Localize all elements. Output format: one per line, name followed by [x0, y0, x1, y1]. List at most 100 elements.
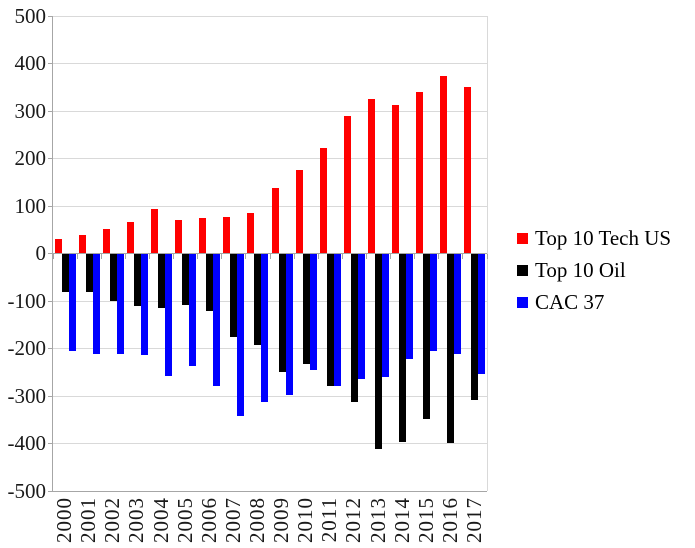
x-tick-label: 2004	[148, 497, 173, 543]
y-tick	[48, 253, 53, 254]
y-tick	[48, 348, 53, 349]
x-tick-label: 2001	[76, 497, 101, 543]
bar-top-10-oil-2008	[254, 253, 262, 345]
category-tick	[221, 253, 223, 259]
legend-swatch-cac-37	[517, 297, 528, 308]
bar-top-10-tech-us-2002	[102, 228, 110, 254]
x-tick-label: 2002	[100, 497, 125, 543]
bar-cac-37-2004	[165, 253, 172, 377]
category-tick	[124, 253, 126, 259]
y-tick	[48, 205, 53, 207]
category-tick	[269, 253, 271, 259]
y-tick-label: 0	[35, 241, 47, 265]
bar-cac-37-2008	[261, 253, 269, 402]
bar-top-10-oil-2013	[375, 253, 382, 450]
gridline	[53, 300, 487, 302]
category-tick	[245, 253, 247, 259]
legend-swatch-top-10-oil	[517, 265, 528, 276]
category-tick	[293, 253, 295, 259]
x-tick-label: 2014	[389, 497, 414, 543]
bar-top-10-tech-us-2014	[392, 105, 400, 254]
x-tick-label: 2006	[196, 497, 221, 543]
bar-cac-37-2005	[189, 253, 197, 367]
bar-top-10-oil-2003	[133, 253, 141, 307]
y-tick	[48, 443, 53, 444]
legend-label: Top 10 Oil	[535, 258, 626, 282]
x-tick-label: 2008	[244, 497, 269, 543]
category-tick	[414, 253, 416, 259]
legend-label: CAC 37	[535, 290, 605, 314]
legend-item-top-10-oil: Top 10 Oil	[517, 260, 671, 281]
gridline	[53, 110, 487, 112]
x-tick-label: 2011	[317, 497, 342, 543]
bar-cac-37-2011	[333, 253, 341, 386]
x-axis-bottom-line	[53, 490, 487, 492]
category-tick	[341, 253, 343, 259]
y-tick	[48, 490, 53, 492]
category-tick	[148, 253, 150, 259]
x-tick-label: 2012	[341, 497, 366, 543]
bar-top-10-tech-us-2006	[199, 218, 207, 254]
y-tick-label: 500	[14, 3, 47, 28]
x-tick-label: 2010	[293, 497, 318, 543]
bar-top-10-oil-2014	[399, 253, 407, 443]
bar-top-10-oil-2017	[471, 253, 479, 401]
y-tick-label: -300	[7, 383, 47, 408]
x-tick-label: 2005	[172, 497, 197, 543]
y-tick	[48, 63, 53, 64]
x-tick-label: 2016	[437, 497, 462, 543]
category-tick	[390, 253, 392, 259]
bar-cac-37-2002	[116, 253, 124, 355]
bar-cac-37-2001	[92, 253, 100, 355]
plot-right-border	[487, 16, 488, 491]
bar-cac-37-2010	[309, 253, 317, 371]
category-tick	[462, 253, 464, 259]
bar-top-10-oil-2007	[230, 253, 238, 337]
x-tick-label: 2003	[124, 497, 149, 543]
bar-top-10-tech-us-2008	[247, 213, 255, 254]
bar-cac-37-2017	[478, 253, 486, 375]
category-tick	[52, 253, 54, 259]
x-tick-label: 2007	[220, 497, 245, 543]
gridline	[53, 205, 487, 207]
bar-top-10-tech-us-2003	[126, 221, 134, 254]
bar-top-10-oil-2002	[109, 253, 117, 302]
bar-top-10-tech-us-2013	[368, 99, 375, 254]
bar-top-10-tech-us-2015	[416, 92, 424, 254]
bar-cac-37-2009	[285, 253, 293, 396]
legend-label: Top 10 Tech US	[535, 226, 672, 250]
y-tick-label: 300	[14, 98, 47, 123]
category-tick	[365, 253, 367, 259]
y-tick	[48, 15, 53, 17]
y-tick	[48, 300, 53, 302]
y-tick	[48, 158, 53, 159]
bar-cac-37-2006	[213, 253, 221, 386]
bar-top-10-oil-2010	[302, 253, 310, 364]
gridline	[53, 15, 487, 17]
gridline	[53, 443, 487, 444]
bar-top-10-tech-us-2016	[440, 75, 448, 254]
category-tick	[173, 253, 175, 259]
y-tick-label: -100	[7, 288, 47, 313]
bar-top-10-tech-us-2011	[319, 148, 327, 254]
bar-top-10-oil-2000	[61, 253, 69, 292]
x-tick-label: 2000	[52, 497, 77, 543]
y-tick-label: -200	[7, 336, 47, 360]
y-tick	[48, 110, 53, 112]
bar-cac-37-2015	[430, 253, 438, 351]
y-tick-label: -400	[7, 431, 47, 455]
bar-cac-37-2007	[237, 253, 245, 416]
bar-cac-37-2003	[140, 253, 148, 355]
bar-top-10-tech-us-2017	[464, 87, 472, 254]
legend-swatch-top-10-tech-us	[517, 233, 528, 244]
gridline	[53, 348, 487, 349]
bar-cac-37-2013	[382, 253, 389, 377]
bar-top-10-oil-2011	[326, 253, 334, 386]
bar-top-10-oil-2016	[447, 253, 455, 443]
y-tick-label: 100	[14, 193, 47, 218]
bar-top-10-tech-us-2007	[223, 216, 231, 254]
gridline	[53, 158, 487, 159]
gridline	[53, 63, 487, 64]
bar-cac-37-2000	[68, 253, 76, 351]
bar-top-10-tech-us-2001	[78, 234, 86, 254]
